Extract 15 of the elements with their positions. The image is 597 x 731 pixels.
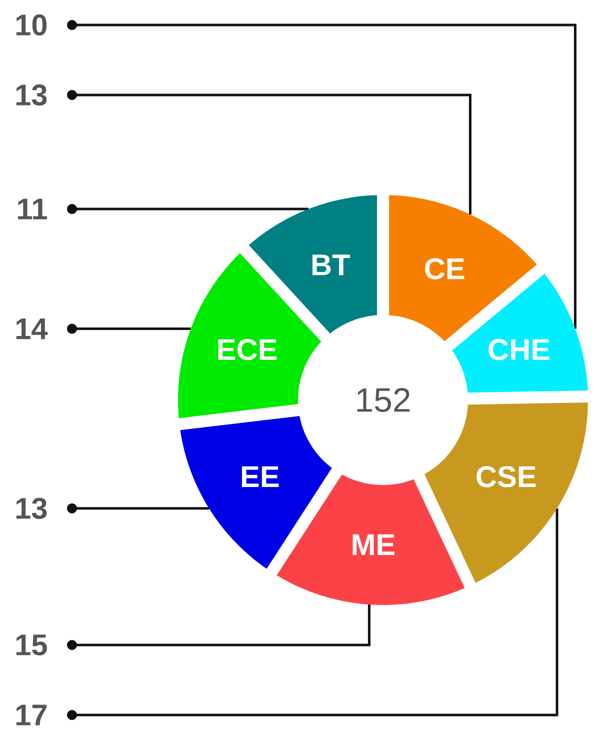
slice-label: CSE xyxy=(476,466,536,488)
data-label: 13 xyxy=(16,84,47,106)
data-label: 13 xyxy=(16,498,47,519)
slice-label: ECE xyxy=(218,339,277,360)
data-label: 14 xyxy=(16,318,48,340)
data-label: 15 xyxy=(16,634,47,656)
slice-label: CE xyxy=(425,258,464,280)
data-label: 17 xyxy=(16,704,46,726)
data-label: 11 xyxy=(18,198,47,220)
slice-label: ME xyxy=(352,534,394,555)
text: 152 xyxy=(357,388,410,412)
slice-label: BT xyxy=(312,254,350,276)
slice-label: CHE xyxy=(488,339,550,360)
slice-label: EE xyxy=(242,466,279,487)
data-label: 10 xyxy=(16,14,47,36)
